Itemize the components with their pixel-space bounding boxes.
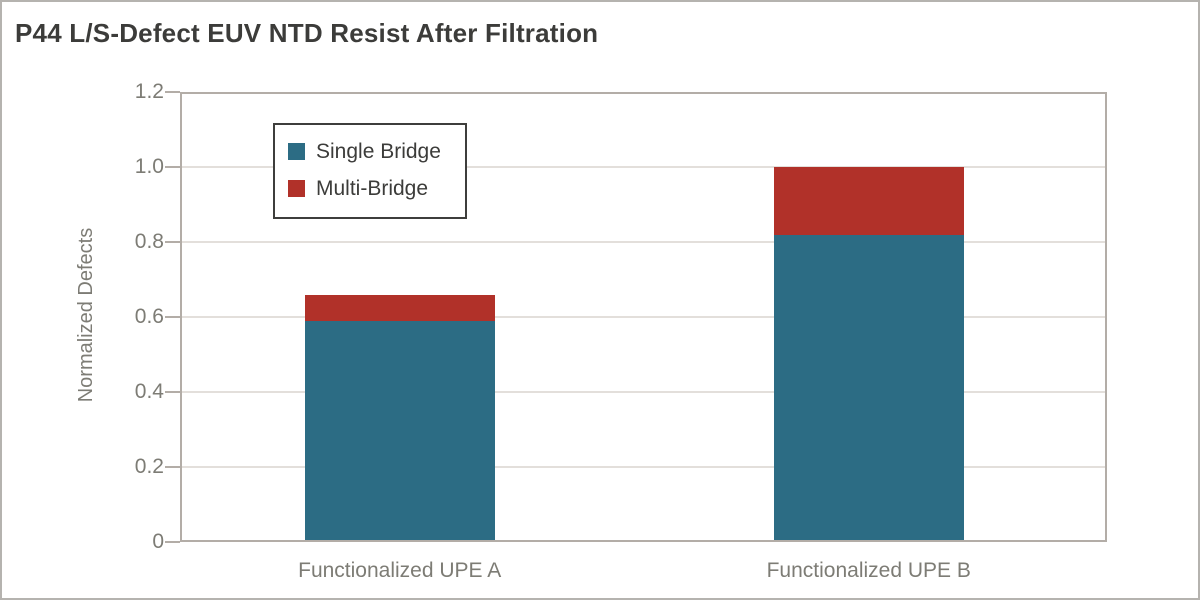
gridline [180,316,1107,318]
y-tick-mark [165,466,180,468]
bar-functionalized-upe-b-single-bridge [773,234,964,542]
legend-swatch-single-bridge [288,143,305,160]
chart-title: P44 L/S-Defect EUV NTD Resist After Filt… [15,18,599,48]
y-tick-mark [165,391,180,393]
gridline [180,166,1107,168]
y-tick-label: 0.6 [134,305,164,328]
y-tick-mark [165,91,180,93]
bar-functionalized-upe-a-multi-bridge [304,294,495,321]
bar-functionalized-upe-b-multi-bridge [773,167,964,235]
y-tick-mark [165,241,180,243]
legend-item-multi-bridge: Multi-Bridge [288,170,441,207]
legend-swatch-multi-bridge [288,180,305,197]
y-tick-label: 0.8 [134,230,164,253]
gridline [180,241,1107,243]
legend: Single Bridge Multi-Bridge [273,123,467,219]
legend-label: Multi-Bridge [316,176,429,200]
y-tick-mark [165,166,180,168]
y-tick-label: 0.4 [134,380,164,403]
y-axis-title: Normalized Defects [75,227,97,403]
y-tick-label: 0.2 [134,455,164,478]
gridline [180,391,1107,393]
bar-functionalized-upe-a-single-bridge [304,320,495,542]
y-tick-mark [165,541,180,543]
y-tick-mark [165,316,180,318]
legend-item-single-bridge: Single Bridge [288,133,441,170]
y-tick-label: 1.0 [134,155,164,178]
gridline [180,466,1107,468]
y-tick-label: 0 [152,530,164,553]
x-category-label: Functionalized UPE B [766,559,971,582]
y-tick-label: 1.2 [134,80,164,103]
legend-label: Single Bridge [316,139,441,163]
x-category-label: Functionalized UPE A [298,559,502,582]
